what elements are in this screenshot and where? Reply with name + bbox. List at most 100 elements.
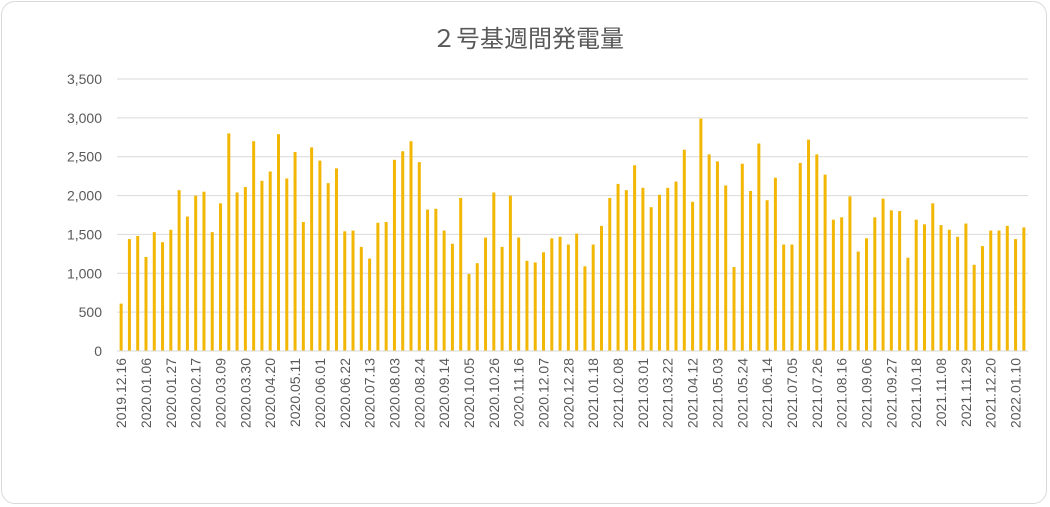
x-tick-label: 2021.07.26 <box>809 358 825 428</box>
bar-series <box>119 118 1026 351</box>
bar <box>724 185 728 351</box>
x-tick-label: 2020.06.01 <box>312 358 328 428</box>
bar <box>318 160 322 351</box>
y-tick-label: 500 <box>79 304 103 320</box>
bar <box>442 230 446 351</box>
x-tick-label: 2020.08.24 <box>411 358 427 428</box>
bar <box>368 258 372 351</box>
bar <box>898 211 902 351</box>
bar <box>260 180 264 351</box>
bar <box>1014 239 1018 351</box>
bar <box>815 154 819 351</box>
bar <box>235 192 239 351</box>
bar <box>343 231 347 351</box>
bar <box>823 174 827 351</box>
bar <box>417 162 421 351</box>
x-tick-label: 2020.02.17 <box>188 358 204 428</box>
bar <box>931 203 935 351</box>
y-tick-label: 3,500 <box>67 71 102 87</box>
bar <box>633 165 637 351</box>
bar <box>194 195 198 351</box>
bar <box>657 194 661 351</box>
x-tick-label: 2020.12.28 <box>560 358 576 428</box>
bar <box>426 209 430 351</box>
bar <box>243 187 247 351</box>
x-tick-label: 2021.04.12 <box>685 358 701 428</box>
x-tick-label: 2021.03.22 <box>660 358 676 428</box>
y-tick-label: 0 <box>94 343 102 359</box>
bar <box>376 222 380 351</box>
bar <box>715 161 719 351</box>
bar <box>301 221 305 351</box>
bar <box>980 246 984 351</box>
y-tick-label: 2,000 <box>67 188 102 204</box>
bar <box>790 244 794 351</box>
bar <box>434 208 438 351</box>
bar <box>558 236 562 351</box>
bar <box>508 195 512 351</box>
bar <box>989 230 993 351</box>
bar <box>848 196 852 351</box>
bar <box>749 190 753 351</box>
x-tick-label: 2020.07.13 <box>362 358 378 428</box>
x-tick-label: 2021.10.18 <box>908 358 924 428</box>
bar <box>583 266 587 351</box>
bar <box>517 237 521 351</box>
bar <box>732 267 736 351</box>
x-tick-label: 2019.12.16 <box>113 358 129 428</box>
bar <box>401 151 405 351</box>
bar <box>202 191 206 351</box>
bar <box>575 233 579 351</box>
x-tick-label: 2020.10.05 <box>461 358 477 428</box>
bar <box>310 147 314 351</box>
bar <box>997 230 1001 351</box>
bar <box>475 263 479 351</box>
bar <box>782 244 786 351</box>
bar <box>649 207 653 351</box>
x-tick-label: 2021.11.29 <box>958 358 974 427</box>
bar <box>666 187 670 351</box>
bar <box>210 232 214 351</box>
bar <box>450 243 454 351</box>
bar <box>889 210 893 351</box>
x-tick-label: 2020.05.11 <box>287 358 303 427</box>
x-tick-label: 2021.02.08 <box>610 358 626 428</box>
bar <box>964 223 968 351</box>
y-tick-label: 1,000 <box>67 265 102 281</box>
bar <box>616 183 620 351</box>
x-tick-label: 2021.09.06 <box>859 358 875 428</box>
x-tick-label: 2020.11.16 <box>511 358 527 427</box>
bar <box>707 154 711 351</box>
bar <box>682 149 686 351</box>
x-tick-label: 2021.08.16 <box>834 358 850 428</box>
bar <box>765 200 769 351</box>
bar <box>624 190 628 351</box>
bar <box>757 143 761 351</box>
bar <box>277 134 280 351</box>
bar <box>219 203 223 351</box>
x-tick-label: 2022.01.10 <box>1008 358 1024 428</box>
bar <box>1022 227 1026 351</box>
bar <box>939 225 943 351</box>
bar <box>161 242 165 351</box>
x-tick-label: 2020.10.26 <box>486 358 502 428</box>
bar <box>591 244 595 351</box>
bar <box>641 187 645 351</box>
bar <box>177 190 181 351</box>
bar <box>922 224 926 351</box>
bar <box>127 239 131 351</box>
bar <box>334 168 338 351</box>
x-tick-label: 2020.09.14 <box>436 358 452 428</box>
x-tick-label: 2021.11.08 <box>933 358 949 427</box>
x-tick-label: 2020.08.03 <box>386 358 402 428</box>
bar <box>691 201 695 351</box>
bar <box>873 217 877 351</box>
bar <box>956 236 960 351</box>
bar <box>492 192 496 351</box>
bar <box>550 238 554 351</box>
bar <box>293 152 297 351</box>
bar <box>807 139 811 351</box>
bar <box>227 133 231 351</box>
bar <box>566 244 570 351</box>
bar <box>881 198 885 351</box>
